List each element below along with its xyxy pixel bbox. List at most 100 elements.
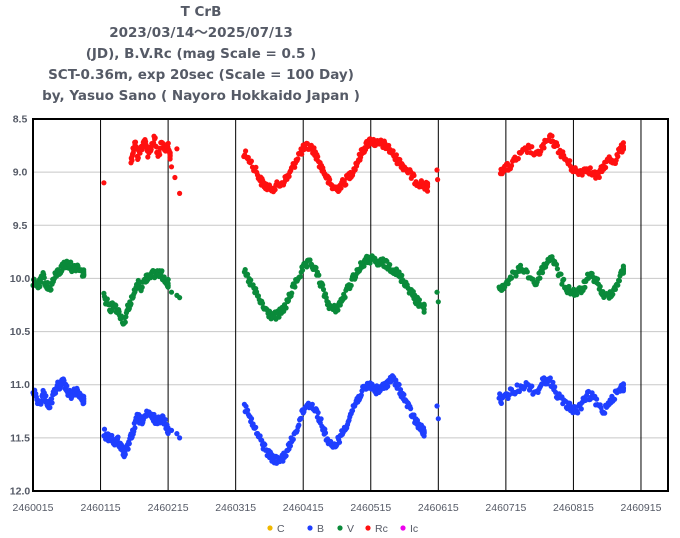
data-point-b (401, 392, 407, 398)
data-point-b (318, 416, 324, 422)
data-point-rc (411, 172, 417, 179)
data-point-b (322, 430, 329, 436)
data-point-b (253, 424, 259, 430)
data-point-b (47, 404, 53, 411)
data-point-v (558, 271, 564, 277)
y-tick-label: 12.0 (10, 486, 31, 498)
data-point-b (612, 396, 618, 402)
data-point-rc (172, 174, 178, 181)
data-point-rc (549, 133, 555, 139)
data-point-rc (295, 156, 301, 162)
data-point-v (159, 268, 165, 274)
data-point-b (64, 383, 70, 389)
legend-item-c: C (267, 523, 285, 535)
data-point-rc (135, 155, 141, 161)
data-point-b (594, 396, 600, 402)
data-point-b (298, 415, 304, 421)
data-point-b (435, 416, 441, 422)
data-point-v (45, 280, 51, 286)
data-point-v (116, 309, 122, 315)
chart-subtitle-bands: (JD), B.V.Rc (mag Scale = 0.5 ) (85, 46, 317, 62)
data-point-rc (541, 145, 547, 151)
data-point-v (421, 306, 427, 312)
data-point-v (316, 272, 322, 278)
data-point-v (276, 314, 282, 320)
data-point-rc (165, 140, 171, 146)
data-point-v (165, 284, 171, 290)
legend-marker (337, 525, 343, 531)
legend-item-b: B (307, 523, 324, 535)
data-point-v (537, 275, 543, 281)
data-point-v (594, 276, 601, 282)
data-point-rc (435, 177, 441, 183)
data-point-v (513, 273, 519, 279)
x-tick-label: 2460215 (148, 502, 189, 514)
data-point-v (616, 278, 623, 284)
data-point-v (566, 283, 572, 290)
chart-subtitle-dates: 2023/03/14～2025/07/13 (109, 25, 293, 41)
data-point-v (597, 283, 603, 290)
data-point-b (359, 388, 365, 394)
data-point-rc (315, 154, 321, 160)
data-point-rc (393, 152, 399, 158)
data-point-b (262, 442, 268, 448)
x-tick-label: 2460715 (485, 502, 526, 514)
data-point-v (524, 269, 530, 275)
data-point-v (612, 286, 619, 292)
data-point-v (38, 279, 44, 285)
data-point-rc (272, 187, 278, 193)
data-point-b (162, 417, 168, 423)
chart-subtitle-observer: by, Yasuo Sano ( Nayoro Hokkaido Japan ) (42, 88, 360, 104)
data-point-b (358, 392, 364, 398)
data-point-rc (596, 174, 602, 180)
data-point-b (396, 382, 402, 388)
data-point-rc (167, 156, 173, 162)
data-point-rc (157, 152, 163, 158)
data-point-v (387, 262, 393, 268)
data-point-v (177, 295, 183, 301)
data-point-v (574, 292, 580, 298)
data-point-rc (620, 144, 627, 150)
data-point-rc (292, 164, 298, 170)
data-point-v (342, 294, 348, 300)
x-tick-label: 2460115 (80, 502, 120, 514)
data-point-v (307, 257, 313, 263)
legend-marker (365, 525, 371, 531)
y-tick-label: 10.0 (10, 273, 31, 285)
data-point-v (259, 300, 266, 306)
data-point-rc (145, 154, 151, 160)
data-point-v (139, 284, 145, 290)
data-point-b (620, 386, 627, 392)
data-point-b (529, 383, 535, 389)
data-point-v (68, 259, 74, 265)
legend-label: C (277, 523, 285, 535)
chart-title: T CrB (180, 4, 222, 20)
chart-title-block: T CrB 2023/03/14～2025/07/13 (JD), B.V.Rc… (0, 2, 402, 107)
x-tick-label: 2460815 (553, 502, 594, 514)
data-point-v (123, 314, 129, 320)
data-point-rc (434, 167, 440, 173)
data-point-b (552, 384, 558, 390)
data-point-b (589, 390, 595, 396)
data-point-b (349, 408, 356, 414)
x-tick-label: 2460915 (621, 502, 662, 514)
x-tick-label: 2460315 (215, 502, 256, 514)
x-tick-label: 2460615 (418, 502, 459, 514)
data-point-v (37, 284, 43, 290)
data-point-v (104, 296, 110, 302)
data-point-v (508, 275, 515, 281)
data-point-v (122, 319, 128, 325)
data-point-rc (129, 157, 135, 163)
series-v (30, 253, 627, 327)
series-rc (101, 132, 627, 196)
legend-item-ic: Ic (400, 523, 418, 535)
data-point-rc (152, 135, 158, 141)
data-point-v (254, 289, 260, 295)
data-point-rc (253, 164, 259, 170)
data-point-v (561, 276, 567, 282)
data-point-v (283, 305, 289, 311)
data-point-b (602, 410, 608, 416)
y-tick-label: 9.0 (13, 167, 28, 179)
data-point-rc (174, 146, 180, 152)
data-point-b (408, 406, 414, 412)
